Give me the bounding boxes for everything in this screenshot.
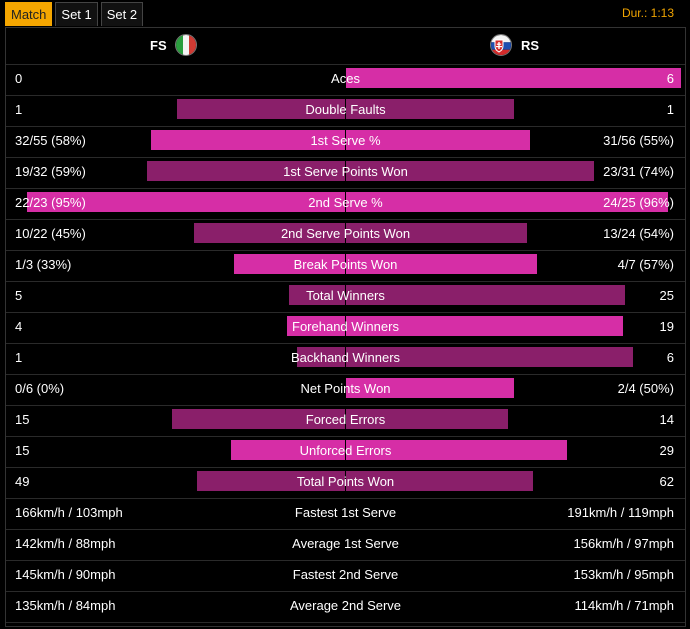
stat-right-value: 13/24 (54%) [603, 226, 674, 241]
stat-right-value: 25 [659, 288, 674, 303]
stat-left-value: 19/32 (59%) [15, 164, 86, 179]
stat-left-value: 145km/h / 90mph [15, 567, 116, 582]
stat-right-value: 156km/h / 97mph [573, 536, 674, 551]
stat-bar-left [289, 285, 345, 305]
stat-row: 5 Total Winners 25 [6, 282, 685, 313]
stat-left-value: 1 [15, 102, 23, 117]
stat-right-value: 62 [659, 474, 674, 489]
stat-row: 15 Unforced Errors 29 [6, 437, 685, 468]
stat-bar-left [297, 347, 345, 367]
stat-bar-left [172, 409, 345, 429]
stat-row: 1 Double Faults 1 [6, 96, 685, 127]
stat-row: 19/32 (59%) 1st Serve Points Won 23/31 (74… [6, 158, 685, 189]
stat-row: 0 Aces 6 [6, 65, 685, 96]
stat-right-value: 191km/h / 119mph [567, 505, 674, 520]
stat-row: 22/23 (95%) 2nd Serve % 24/25 (96%) [6, 189, 685, 220]
stat-row: 4 Forehand Winners 19 [6, 313, 685, 344]
stat-left-value: 0/6 (0%) [15, 381, 65, 396]
tab-bar: Match Set 1 Set 2 [5, 2, 144, 26]
stat-left-value: 15 [15, 412, 30, 427]
player-right-name: RS [521, 38, 540, 53]
stat-row: 142km/h / 88mph Average 1st Serve 156km/h … [6, 530, 685, 561]
players-header: FS RS [6, 28, 685, 65]
stat-bar-right [346, 285, 625, 305]
stat-left-value: 22/23 (95%) [15, 195, 86, 210]
duration-label: Dur.: 1:13 [621, 6, 674, 20]
stat-right-value: 19 [659, 319, 674, 334]
stat-right-value: 14 [659, 412, 674, 427]
stat-left-value: 49 [15, 474, 30, 489]
stat-bar-left [177, 99, 345, 119]
stat-bar-left [197, 471, 345, 491]
stat-bar-right [346, 130, 530, 150]
stat-row: 166km/h / 103mph Fastest 1st Serve 191km/h… [6, 499, 685, 530]
stat-right-value: 23/31 (74%) [603, 164, 674, 179]
stat-row: 49 Total Points Won 62 [6, 468, 685, 499]
stat-row: 135km/h / 84mph Average 2nd Serve 114km/h … [6, 592, 685, 623]
stat-right-value: 6 [666, 350, 674, 365]
stat-bar-right [346, 254, 537, 274]
stat-row: 0/6 (0%) Net Points Won 2/4 (50%) [6, 375, 685, 406]
stat-left-value: 1/3 (33%) [15, 257, 72, 272]
stat-right-value: 2/4 (50%) [617, 381, 674, 396]
stat-left-value: 32/55 (58%) [15, 133, 86, 148]
stat-bar-left [231, 440, 345, 460]
stat-left-value: 10/22 (45%) [15, 226, 86, 241]
stat-left-value: 5 [15, 288, 23, 303]
stat-left-value: 0 [15, 71, 23, 86]
stat-right-value: 6 [666, 71, 674, 86]
stat-row: 15 Forced Errors 14 [6, 406, 685, 437]
stat-row: 145km/h / 90mph Fastest 2nd Serve 153km/h … [6, 561, 685, 592]
slovakia-flag-icon [490, 34, 512, 56]
stat-bar-left [151, 130, 345, 150]
italy-flag-icon [175, 34, 197, 56]
stat-left-value: 166km/h / 103mph [15, 505, 123, 520]
stat-right-value: 114km/h / 71mph [574, 598, 674, 613]
stat-bar-left [234, 254, 345, 274]
stat-bar-right [346, 192, 668, 212]
stat-right-value: 29 [659, 443, 674, 458]
stat-bar-right [346, 223, 527, 243]
tab-match[interactable]: Match [5, 2, 53, 26]
stat-left-value: 135km/h / 84mph [15, 598, 116, 613]
stat-bar-right [346, 161, 594, 181]
stats-panel: FS RS 0 Aces 6 1 Double Faults 1 32/55 (58%) 1s… [5, 27, 686, 627]
stat-right-value: 153km/h / 95mph [573, 567, 674, 582]
stat-left-value: 1 [15, 350, 23, 365]
stat-left-value: 142km/h / 88mph [15, 536, 116, 551]
stat-left-value: 4 [15, 319, 23, 334]
stat-bar-right [346, 471, 533, 491]
stat-right-value: 24/25 (96%) [603, 195, 674, 210]
stat-right-value: 1 [666, 102, 674, 117]
tab-set-1[interactable]: Set 1 [55, 2, 98, 26]
stat-bar-right [346, 440, 567, 460]
tab-set-2[interactable]: Set 2 [100, 2, 144, 26]
top-bar: Match Set 1 Set 2 Dur.: 1:13 [0, 0, 690, 27]
stats-list: 0 Aces 6 1 Double Faults 1 32/55 (58%) 1st Serv… [6, 65, 685, 623]
stat-bar-left [194, 223, 345, 243]
stat-bar-right [346, 99, 514, 119]
stat-bar-right [346, 409, 508, 429]
stat-bar-right [346, 347, 633, 367]
stat-bar-right [346, 378, 514, 398]
stat-left-value: 15 [15, 443, 30, 458]
stat-row: 1/3 (33%) Break Points Won 4/7 (57%) [6, 251, 685, 282]
stat-right-value: 31/56 (55%) [603, 133, 674, 148]
stat-bar-left [287, 316, 345, 336]
player-left-name: FS [150, 38, 167, 53]
stat-bar-right [346, 68, 681, 88]
stat-bar-right [346, 316, 623, 336]
stat-bar-left [147, 161, 345, 181]
stat-row: 32/55 (58%) 1st Serve % 31/56 (55%) [6, 127, 685, 158]
stat-right-value: 4/7 (57%) [617, 257, 674, 272]
stat-bar-left [27, 192, 345, 212]
stat-row: 10/22 (45%) 2nd Serve Points Won 13/24 (54… [6, 220, 685, 251]
stat-row: 1 Backhand Winners 6 [6, 344, 685, 375]
